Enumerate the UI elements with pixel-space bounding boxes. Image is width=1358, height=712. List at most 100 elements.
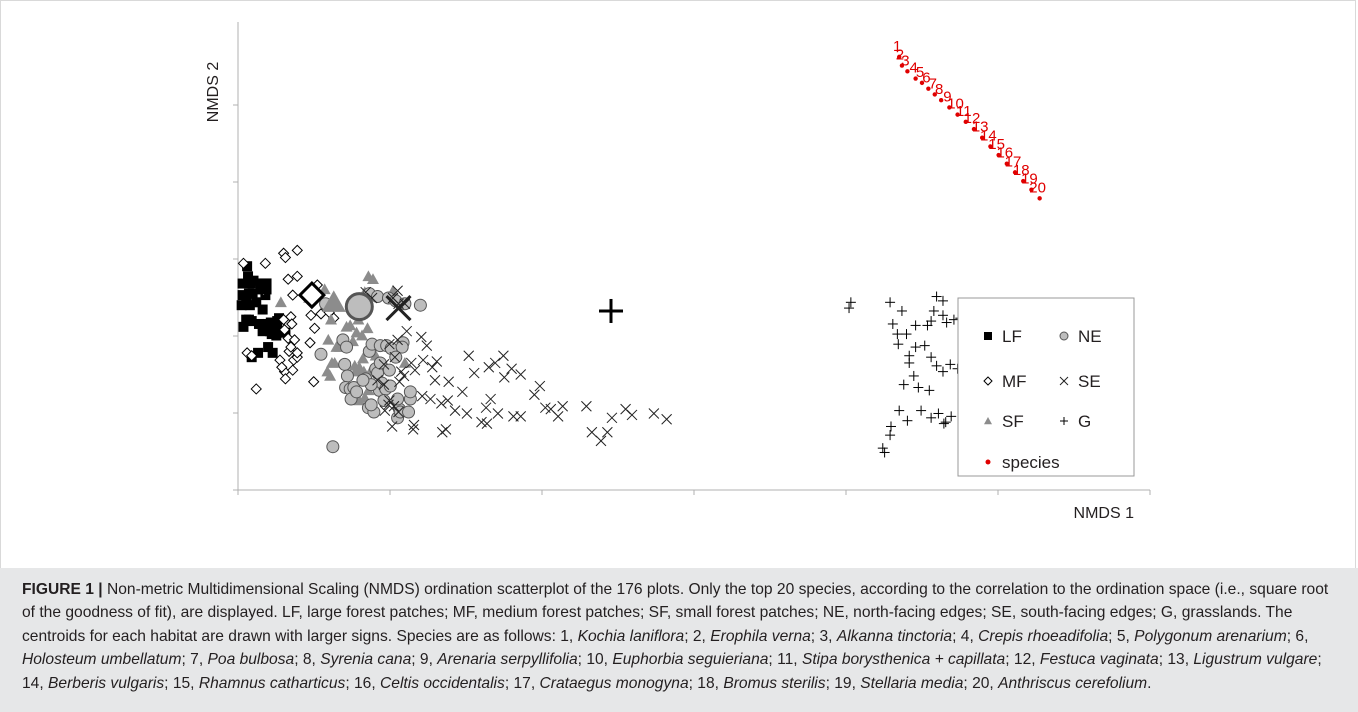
species-point [899,63,905,68]
marker-stroke [417,354,429,366]
point-sf [398,356,411,368]
point-g [937,310,948,321]
species-name: Stellaria media [860,674,964,692]
point-g [879,447,890,458]
point-se [389,351,401,363]
caption-segment: ; 16, [345,674,381,692]
point-g [885,430,896,441]
centroid-markers [255,278,624,323]
species-name: Holosteum umbellatum [22,651,182,669]
marker-stroke [620,403,631,415]
caption-segment: ; 11, [768,651,802,669]
legend-marker-g [1060,417,1068,425]
caption-segment: ; 4, [952,627,979,645]
species-label: 7 [929,75,937,92]
species-label: 5 [916,64,924,81]
point-se [407,424,419,435]
marker-stroke [436,426,448,438]
caption-panel [0,568,1358,712]
species-point [955,112,960,117]
species-name: Crataegus monogyna [539,674,689,692]
point-ne [373,356,387,370]
species-point [1037,196,1042,201]
species-point [947,105,952,110]
marker-stroke [384,338,395,350]
marker-stroke [421,340,433,351]
point-g [919,340,930,351]
point-g [945,359,956,370]
point-g [926,352,937,363]
point-sf [356,329,369,341]
point-sf [350,364,363,375]
species-point [905,69,910,74]
caption-segment: ; 9, [411,651,438,669]
point-se [661,413,672,425]
species-label: 3 [901,52,909,69]
species-label: 1 [893,38,901,55]
species-label: 19 [1021,171,1038,188]
legend-marker-ne [1059,331,1069,341]
caption-segment: ; 7, [181,651,208,669]
point-se [534,380,546,392]
caption-segment: ; 2, [684,627,711,645]
point-g [941,317,952,328]
species-point [926,86,931,91]
point-se [515,369,527,380]
marker-stroke [393,406,404,418]
caption-segment: ; 18, [688,674,724,692]
point-mf [285,341,297,353]
point-g [904,350,915,361]
species-point [932,92,937,97]
point-g [898,379,909,390]
legend-label: MF [1002,372,1027,391]
point-g [933,408,944,419]
species-name: Erophila verna [710,627,811,645]
marker-stroke [489,357,501,369]
point-se [463,350,475,362]
species-name: Alkanna tinctoria [836,627,953,645]
point-g [892,329,903,340]
point-lf [257,326,268,337]
marker-stroke [586,426,598,438]
species-point [919,80,925,86]
point-sf [356,352,369,364]
point-g [908,370,919,381]
marker-stroke [429,374,441,386]
point-g [910,320,921,331]
point-g [885,421,896,432]
marker-stroke [529,389,540,401]
point-lf [271,330,282,341]
marker-stroke [506,363,517,375]
point-g [946,411,957,422]
legend-label: G [1078,412,1091,431]
centroid-ne [344,292,374,322]
caption-segment: ; 10, [577,651,613,669]
marker-stroke [661,413,672,425]
point-g [938,418,949,429]
marker-stroke [443,376,455,388]
species-name: Celtis occidentalis [380,674,505,692]
point-ne [338,357,352,371]
point-g [885,297,896,308]
point-mf [307,376,320,388]
species-point [1021,178,1026,184]
point-se [405,357,417,369]
caption-text: Non-metric Multidimensional Scaling (NMD… [22,581,1328,692]
caption-segment: ; 20, [963,674,999,692]
caption-segment: ; 3, [810,627,837,645]
point-lf [245,278,256,289]
species-point [971,126,977,132]
marker-stroke [539,402,551,414]
species-point [913,76,918,81]
caption-segment: ; 19, [825,674,861,692]
point-g [894,405,905,416]
species-name: Ligustrum vulgare [1193,651,1318,669]
point-g [931,360,942,371]
marker-stroke [401,325,413,337]
point-g [877,443,888,454]
point-g [924,385,935,396]
point-lf [237,278,248,289]
marker-stroke [384,395,395,406]
point-ne [340,369,354,383]
